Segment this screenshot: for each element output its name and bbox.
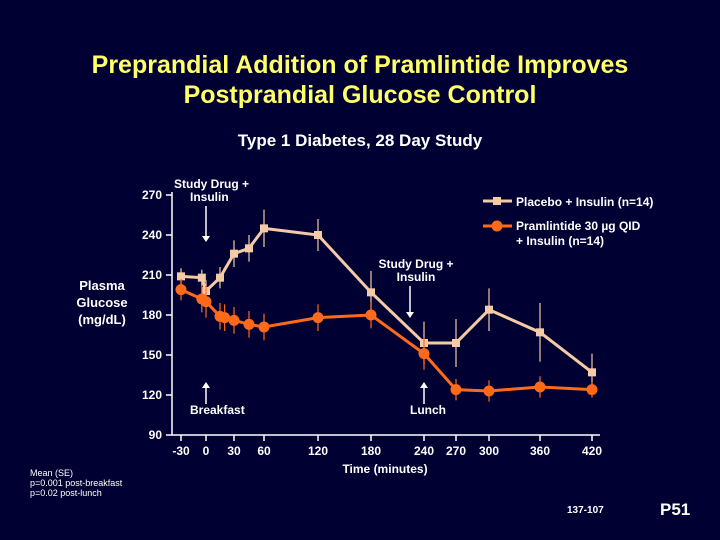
data-point-pramlintide <box>312 312 324 324</box>
x-tick-label: -30 <box>172 444 190 458</box>
data-point-placebo <box>452 339 460 347</box>
series-line <box>180 288 593 393</box>
data-point-placebo <box>536 328 544 337</box>
slide-title: Preprandial Addition of Pramlintide Impr… <box>0 50 720 110</box>
data-point-placebo <box>216 273 224 282</box>
data-point-placebo <box>260 224 268 233</box>
x-tick-label: 270 <box>446 444 466 458</box>
data-point-placebo <box>230 249 238 258</box>
data-point-placebo <box>245 244 253 253</box>
annotation-study-drug-breakfast-line-2: Insulin <box>190 190 229 204</box>
slide-code: 137-107 <box>567 505 604 516</box>
x-tick-label: 30 <box>227 444 241 458</box>
data-point-pramlintide <box>243 318 255 330</box>
title-line-1: Preprandial Addition of Pramlintide Impr… <box>91 51 629 79</box>
x-tick-label: 420 <box>582 444 602 458</box>
y-tick-label: 90 <box>149 428 163 442</box>
x-axis-label: Time (minutes) <box>342 462 427 476</box>
y-tick-label: 150 <box>142 348 162 362</box>
y-axis-label-line-2: Glucose <box>76 295 128 310</box>
data-point-pramlintide <box>200 296 212 308</box>
annotation-lunch: Lunch <box>410 403 446 417</box>
y-axis-label: Plasma Glucose (mg/dL) <box>62 277 142 328</box>
x-tick-label: 300 <box>479 444 499 458</box>
annotation-arrow-head <box>420 382 428 388</box>
title-line-2: Postprandial Glucose Control <box>183 81 537 109</box>
x-tick-label: 240 <box>414 444 434 458</box>
y-tick-label: 240 <box>142 228 162 242</box>
data-point-pramlintide <box>586 384 598 396</box>
annotation-study-drug-lunch-line-1: Study Drug + <box>378 257 453 271</box>
y-axis-label-line-3: (mg/dL) <box>78 312 126 327</box>
data-point-pramlintide <box>418 348 430 360</box>
legend-label-placebo: Placebo + Insulin (n=14) <box>516 195 653 209</box>
data-point-pramlintide <box>258 321 270 333</box>
footnote-line-1: Mean (SE) <box>30 468 74 478</box>
data-point-placebo <box>197 273 206 282</box>
legend-label-pramlintide-line-2: + Insulin (n=14) <box>516 234 604 248</box>
data-point-placebo <box>588 368 596 377</box>
data-point-pramlintide <box>450 384 462 396</box>
data-point-placebo <box>177 272 185 281</box>
data-point-pramlintide <box>219 312 231 324</box>
y-axis-label-line-1: Plasma <box>79 278 125 293</box>
y-tick-label: 180 <box>142 308 162 322</box>
legend-marker-pramlintide <box>491 220 503 232</box>
x-tick-label: 120 <box>308 444 328 458</box>
y-tick-label: 270 <box>142 188 162 202</box>
x-tick-label: 360 <box>530 444 550 458</box>
x-tick-label: 60 <box>257 444 271 458</box>
x-tick-label: 0 <box>203 444 210 458</box>
data-point-pramlintide <box>365 309 377 321</box>
slide-number: P51 <box>660 500 691 519</box>
footnote-line-2: p=0.001 post-breakfast <box>30 478 123 488</box>
legend-marker-placebo <box>493 197 501 205</box>
x-tick-label: 180 <box>361 444 381 458</box>
data-point-placebo <box>485 305 493 314</box>
annotation-arrow-head <box>406 312 414 318</box>
chart-subtitle: Type 1 Diabetes, 28 Day Study <box>237 131 483 150</box>
annotation-arrow-head <box>202 236 210 242</box>
data-point-pramlintide <box>175 284 187 296</box>
legend-label-pramlintide-line-1: Pramlintide 30 µg QID <box>516 219 641 233</box>
annotation-breakfast: Breakfast <box>190 403 245 417</box>
annotation-study-drug-breakfast-line-1: Study Drug + <box>174 177 249 191</box>
series-line <box>180 226 593 374</box>
y-tick-label: 120 <box>142 388 162 402</box>
data-point-pramlintide <box>228 314 240 326</box>
annotation-study-drug-lunch-line-2: Insulin <box>397 270 436 284</box>
data-point-placebo <box>314 231 322 239</box>
data-point-pramlintide <box>483 385 495 397</box>
annotation-arrow-head <box>202 382 210 388</box>
data-point-pramlintide <box>534 381 546 393</box>
y-tick-label: 210 <box>142 268 162 282</box>
data-point-placebo <box>367 288 375 297</box>
footnote-line-3: p=0.02 post-lunch <box>30 488 102 498</box>
statistics-footnote: Mean (SE) p=0.001 post-breakfast p=0.02 … <box>30 468 122 498</box>
